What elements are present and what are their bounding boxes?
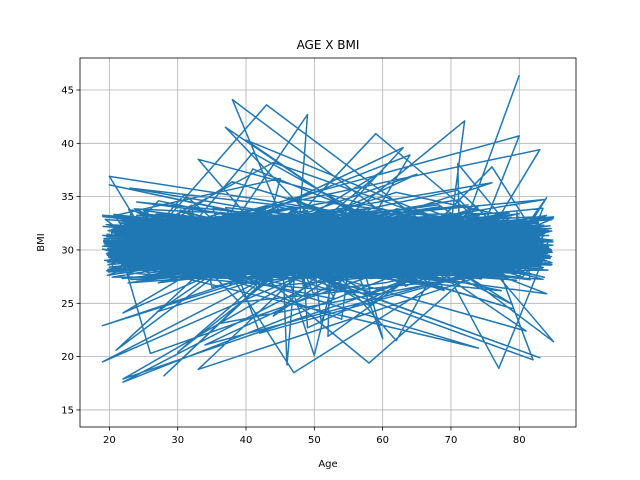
- x-tick-label: 30: [171, 435, 184, 446]
- y-tick-label: 40: [61, 139, 74, 150]
- chart-title: AGE X BMI: [297, 38, 360, 52]
- y-tick-label: 35: [61, 192, 74, 203]
- plot-frame: [79, 57, 577, 428]
- x-axis: 20 30 40 50 60 70 80: [103, 427, 526, 446]
- y-tick-label: 45: [61, 85, 74, 96]
- plot-area: [101, 74, 555, 383]
- x-tick-label: 60: [376, 435, 389, 446]
- y-axis-label: BMI: [36, 233, 47, 251]
- y-axis: 15 20 25 30 35 40 45: [61, 85, 80, 416]
- x-tick-label: 40: [240, 435, 253, 446]
- series-line: [101, 74, 555, 383]
- y-tick-label: 20: [61, 352, 74, 363]
- x-tick-label: 20: [103, 435, 116, 446]
- y-tick-label: 15: [61, 405, 74, 416]
- x-tick-label: 50: [308, 435, 321, 446]
- x-axis-label: Age: [318, 459, 337, 470]
- y-tick-label: 30: [61, 245, 74, 256]
- x-tick-label: 80: [513, 435, 526, 446]
- x-tick-label: 70: [445, 435, 458, 446]
- y-tick-label: 25: [61, 299, 74, 310]
